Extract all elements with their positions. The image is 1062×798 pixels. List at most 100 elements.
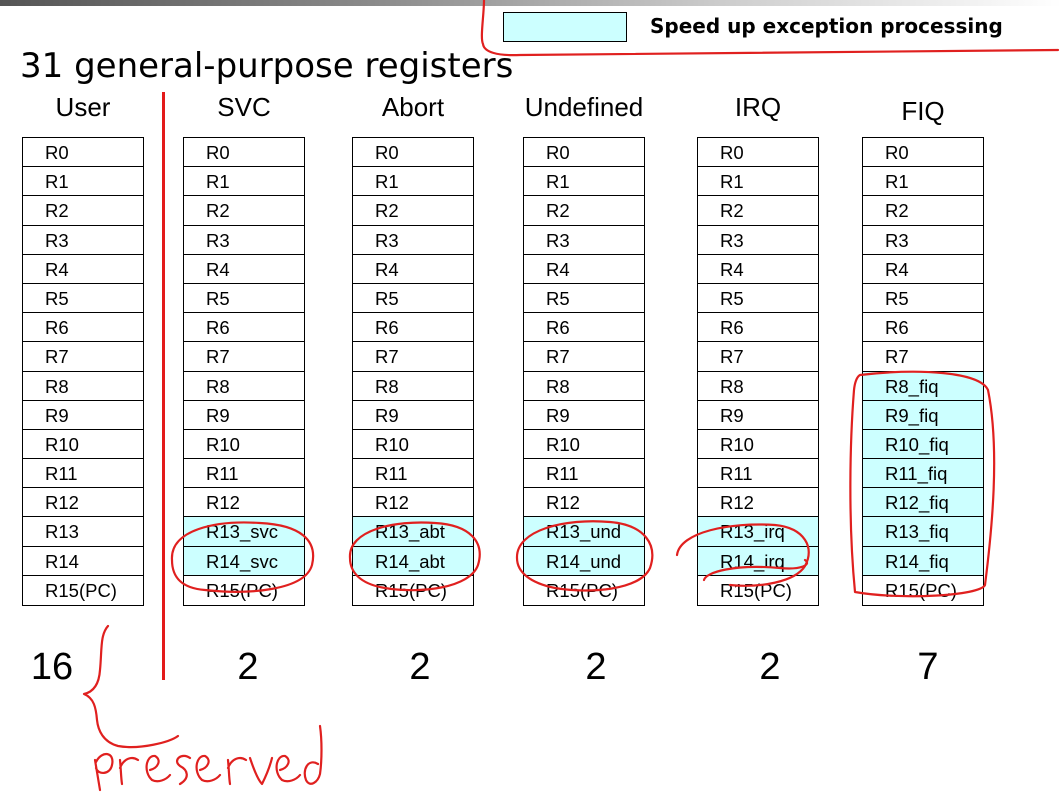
register-cell: R12 — [353, 488, 473, 518]
register-cell: R5 — [524, 283, 644, 314]
register-cell: R0 — [184, 138, 304, 168]
register-column-user: R0 R1 R2 R3 R4 R5 R6 R7 R8 R9 R10 R11 R12 R13 R14 R15(P… — [22, 137, 144, 606]
register-cell: R0 — [23, 138, 143, 168]
register-cell: R14_abt — [353, 546, 473, 576]
register-cell: R2 — [353, 196, 473, 226]
register-cell: R12 — [184, 488, 304, 518]
register-column-undefined: R0 R1 R2 R3 R4 R5 R6 R7 R8 R9 R10 R11 R12 R13_und R14_… — [523, 137, 645, 606]
banked-count-user: 16 — [30, 646, 74, 688]
register-cell: R6 — [863, 313, 983, 343]
register-cell: R9 — [23, 400, 143, 430]
register-cell: R1 — [698, 167, 818, 197]
register-cell: R2 — [184, 196, 304, 226]
banked-count-undefined: 2 — [585, 646, 607, 688]
register-cell: R11 — [23, 459, 143, 489]
register-cell: R14_irq — [698, 546, 818, 576]
register-column-irq: R0 R1 R2 R3 R4 R5 R6 R7 R8 R9 R10 R11 R12 R13_irq R14_… — [697, 137, 819, 606]
handwritten-preserved — [93, 724, 323, 792]
register-cell: R4 — [863, 254, 983, 284]
register-cell: R13_und — [524, 517, 644, 547]
register-cell: R5 — [698, 283, 818, 314]
register-cell: R4 — [353, 254, 473, 284]
register-cell: R6 — [23, 313, 143, 343]
register-cell: R7 — [23, 342, 143, 372]
register-cell: R13_svc — [184, 517, 304, 547]
register-cell: R10 — [353, 429, 473, 460]
register-cell: R11 — [524, 459, 644, 489]
register-cell: R13_irq — [698, 517, 818, 547]
register-cell: R5 — [863, 283, 983, 314]
register-cell: R14_svc — [184, 546, 304, 576]
register-cell: R3 — [353, 225, 473, 255]
register-cell: R6 — [698, 313, 818, 343]
register-cell: R3 — [524, 225, 644, 255]
register-cell: R10 — [184, 429, 304, 460]
register-cell: R4 — [524, 254, 644, 284]
mode-header-svc: SVC — [217, 92, 271, 122]
register-cell: R5 — [353, 283, 473, 314]
register-cell: R3 — [184, 225, 304, 255]
register-cell: R15(PC) — [524, 575, 644, 605]
register-cell: R8_fiq — [863, 371, 983, 401]
banked-count-fiq: 7 — [917, 646, 939, 688]
register-cell: R8 — [524, 371, 644, 401]
register-cell: R15(PC) — [184, 575, 304, 605]
slide-title: 31 general-purpose registers — [20, 46, 514, 86]
register-cell: R8 — [353, 371, 473, 401]
register-cell: R6 — [353, 313, 473, 343]
register-cell: R9 — [524, 400, 644, 430]
register-cell: R0 — [353, 138, 473, 168]
register-cell: R5 — [23, 283, 143, 314]
register-cell: R9 — [698, 400, 818, 430]
mode-header-user: User — [55, 92, 111, 122]
register-cell: R8 — [184, 371, 304, 401]
register-cell: R1 — [184, 167, 304, 197]
mode-header-irq: IRQ — [734, 92, 782, 122]
register-cell: R9_fiq — [863, 400, 983, 430]
register-cell: R12 — [524, 488, 644, 518]
banked-count-irq: 2 — [759, 646, 781, 688]
register-cell: R1 — [23, 167, 143, 197]
register-cell: R0 — [863, 138, 983, 168]
register-cell: R12 — [23, 488, 143, 518]
register-cell: R11 — [698, 459, 818, 489]
register-cell: R11 — [353, 459, 473, 489]
register-cell: R10_fiq — [863, 429, 983, 460]
register-cell: R3 — [863, 225, 983, 255]
legend-label: Speed up exception processing — [650, 14, 1003, 38]
register-column-svc: R0 R1 R2 R3 R4 R5 R6 R7 R8 R9 R10 R11 R12 R13_svc R14_… — [183, 137, 305, 606]
register-cell: R7 — [698, 342, 818, 372]
register-cell: R8 — [698, 371, 818, 401]
register-cell: R15(PC) — [698, 575, 818, 605]
register-cell: R5 — [184, 283, 304, 314]
register-column-fiq: R0 R1 R2 R3 R4 R5 R6 R7 R8_fiq R9_fiq R10_fiq R11_f… — [862, 137, 984, 606]
register-cell: R0 — [698, 138, 818, 168]
register-cell: R2 — [23, 196, 143, 226]
register-cell: R15(PC) — [863, 575, 983, 605]
register-cell: R3 — [23, 225, 143, 255]
register-cell: R9 — [353, 400, 473, 430]
register-column-abort: R0 R1 R2 R3 R4 R5 R6 R7 R8 R9 R10 R11 R12 R13_abt R14_… — [352, 137, 474, 606]
register-cell: R2 — [698, 196, 818, 226]
register-cell: R13_abt — [353, 517, 473, 547]
register-cell: R11_fiq — [863, 459, 983, 489]
register-cell: R2 — [524, 196, 644, 226]
mode-header-abort: Abort — [381, 92, 445, 122]
register-cell: R14_fiq — [863, 546, 983, 576]
register-cell: R7 — [863, 342, 983, 372]
register-cell: R11 — [184, 459, 304, 489]
register-cell: R6 — [524, 313, 644, 343]
register-cell: R9 — [184, 400, 304, 430]
register-cell: R15(PC) — [353, 575, 473, 605]
user-mode-divider — [162, 92, 165, 680]
register-cell: R1 — [353, 167, 473, 197]
register-cell: R14 — [23, 546, 143, 576]
register-cell: R0 — [524, 138, 644, 168]
banked-count-abort: 2 — [409, 646, 431, 688]
register-cell: R12 — [698, 488, 818, 518]
register-cell: R7 — [184, 342, 304, 372]
register-cell: R12_fiq — [863, 488, 983, 518]
register-cell: R4 — [184, 254, 304, 284]
register-cell: R10 — [23, 429, 143, 460]
legend-swatch — [503, 12, 627, 42]
